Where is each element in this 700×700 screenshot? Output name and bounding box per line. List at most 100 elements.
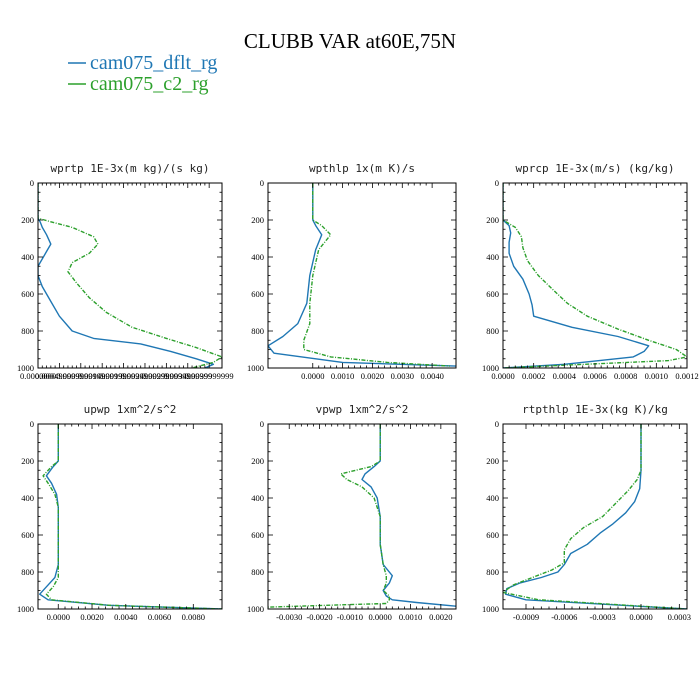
figure-title: CLUBB VAR at60E,75N bbox=[244, 29, 456, 53]
series-line-dflt bbox=[503, 183, 650, 368]
y-tick-label: 200 bbox=[486, 215, 499, 225]
y-tick-label: 600 bbox=[21, 530, 34, 540]
series-line-c2 bbox=[303, 183, 451, 367]
x-tick-label: 0.0000000 bbox=[20, 371, 56, 381]
panel-1: wprtp 1E-3x(m kg)/(s kg) 0 200 400 600 800 100… bbox=[17, 162, 234, 381]
y-tick-label: 400 bbox=[21, 252, 34, 262]
series-line-c2 bbox=[42, 424, 222, 609]
plot-frame bbox=[37, 182, 223, 369]
x-tick-label: 0.0006 bbox=[583, 371, 606, 381]
panel-title: wpthlp 1x(m K)/s bbox=[309, 162, 415, 175]
y-tick-label: 0 bbox=[30, 178, 34, 188]
x-tick-label: 0.0004999999 bbox=[35, 371, 84, 381]
x-tick-label: 0.0000 bbox=[369, 612, 392, 622]
y-tick-label: 0 bbox=[260, 178, 264, 188]
panel-title: wprtp 1E-3x(m kg)/(s kg) bbox=[51, 162, 210, 175]
x-tick-label: 0.0040 bbox=[114, 612, 137, 622]
x-tick-label: 0.0020 bbox=[429, 612, 452, 622]
y-tick-label: 800 bbox=[21, 567, 34, 577]
x-tick-label: 0.0000 bbox=[47, 612, 70, 622]
series-line-c2 bbox=[38, 183, 222, 368]
x-tick-label: 0.0039999999 bbox=[185, 371, 234, 381]
plot-frame bbox=[267, 423, 457, 610]
panel-6: rtpthlp 1E-3x(kg K)/kg 0 200 400 600 800 1000 -… bbox=[482, 403, 691, 622]
series-line-dflt bbox=[268, 183, 456, 367]
series-group bbox=[268, 183, 456, 367]
x-tick-label: 0.0020 bbox=[80, 612, 103, 622]
x-tick-label: 0.0030 bbox=[391, 371, 414, 381]
panel-title: upwp 1xm^2/s^2 bbox=[84, 403, 177, 416]
y-tick-label: 1000 bbox=[17, 604, 34, 614]
x-tick-label: -0.0010 bbox=[337, 612, 363, 622]
y-tick-label: 400 bbox=[486, 252, 499, 262]
x-tick-label: -0.0030 bbox=[276, 612, 302, 622]
x-tick-label: 0.0010 bbox=[399, 612, 422, 622]
x-tick-label: -0.0009 bbox=[513, 612, 539, 622]
y-tick-label: 0 bbox=[495, 178, 499, 188]
x-tick-label: 0.0000 bbox=[491, 371, 514, 381]
y-tick-label: 0 bbox=[30, 419, 34, 429]
y-tick-label: 800 bbox=[21, 326, 34, 336]
series-group bbox=[503, 424, 687, 609]
series-group bbox=[38, 183, 222, 368]
y-tick-label: 1000 bbox=[247, 604, 264, 614]
x-tick-label: 0.0010 bbox=[331, 371, 354, 381]
x-tick-label: 0.0009999999 bbox=[56, 371, 105, 381]
x-tick-label: 0.0080 bbox=[182, 612, 205, 622]
y-tick-label: 200 bbox=[251, 215, 264, 225]
y-tick-label: 400 bbox=[21, 493, 34, 503]
x-tick-label: -0.0003 bbox=[590, 612, 616, 622]
panel-3: wprcp 1E-3x(m/s) (kg/kg) 0 200 400 600 800 100… bbox=[482, 162, 699, 381]
y-tick-label: 600 bbox=[251, 530, 264, 540]
y-tick-label: 1000 bbox=[247, 363, 264, 373]
plot-frame bbox=[267, 182, 457, 369]
series-group bbox=[39, 424, 222, 609]
plot-frame bbox=[502, 423, 688, 610]
x-tick-label: 0.0040 bbox=[420, 371, 443, 381]
series-group bbox=[503, 183, 687, 368]
y-tick-label: 800 bbox=[486, 326, 499, 336]
y-tick-label: 200 bbox=[21, 215, 34, 225]
x-tick-label: 0.0034999999 bbox=[163, 371, 212, 381]
plot-frame bbox=[502, 182, 688, 369]
series-line-dflt bbox=[39, 424, 222, 609]
x-tick-label: 0.0002 bbox=[522, 371, 545, 381]
y-tick-label: 400 bbox=[251, 252, 264, 262]
legend-label-dflt: cam075_dflt_rg bbox=[90, 52, 217, 74]
series-line-c2 bbox=[268, 424, 390, 608]
y-tick-label: 600 bbox=[486, 289, 499, 299]
x-tick-label: 0.0024999999 bbox=[121, 371, 170, 381]
y-tick-label: 200 bbox=[251, 456, 264, 466]
y-tick-label: 600 bbox=[486, 530, 499, 540]
plot-frame bbox=[37, 423, 223, 610]
series-line-c2 bbox=[503, 183, 687, 368]
x-tick-label: 0.0004 bbox=[553, 371, 577, 381]
panel-5: vpwp 1xm^2/s^2 0 200 400 600 800 1000 -0.0030 -0… bbox=[247, 403, 457, 622]
x-tick-label: 0.0000 bbox=[301, 371, 324, 381]
y-tick-label: 800 bbox=[251, 567, 264, 577]
y-tick-label: 0 bbox=[260, 419, 264, 429]
series-line-dflt bbox=[361, 424, 456, 607]
y-tick-label: 600 bbox=[21, 289, 34, 299]
y-tick-label: 1000 bbox=[17, 363, 34, 373]
panel-title: vpwp 1xm^2/s^2 bbox=[316, 403, 409, 416]
series-line-dflt bbox=[504, 424, 687, 609]
x-tick-label: 0.0014999999 bbox=[78, 371, 127, 381]
panel-2: wpthlp 1x(m K)/s 0 200 400 600 800 1000 0.0000 0… bbox=[247, 162, 457, 381]
panel-title: wprcp 1E-3x(m/s) (kg/kg) bbox=[516, 162, 675, 175]
series-line-dflt bbox=[38, 183, 215, 368]
series-group bbox=[268, 424, 456, 608]
x-tick-label: -0.0006 bbox=[551, 612, 577, 622]
y-tick-label: 200 bbox=[21, 456, 34, 466]
x-tick-label: 0.0019999999 bbox=[99, 371, 148, 381]
series-line-c2 bbox=[503, 424, 687, 609]
y-tick-label: 800 bbox=[251, 326, 264, 336]
panel-4: upwp 1xm^2/s^2 0 200 400 600 800 1000 0.0000 0.0… bbox=[17, 403, 223, 622]
legend: cam075_dflt_rg cam075_c2_rg bbox=[68, 52, 217, 95]
y-tick-label: 1000 bbox=[482, 363, 499, 373]
y-tick-label: 1000 bbox=[482, 604, 499, 614]
x-tick-label: 0.0000 bbox=[629, 612, 652, 622]
y-tick-label: 200 bbox=[486, 456, 499, 466]
y-tick-label: 800 bbox=[486, 567, 499, 577]
x-tick-label: -0.0020 bbox=[306, 612, 332, 622]
